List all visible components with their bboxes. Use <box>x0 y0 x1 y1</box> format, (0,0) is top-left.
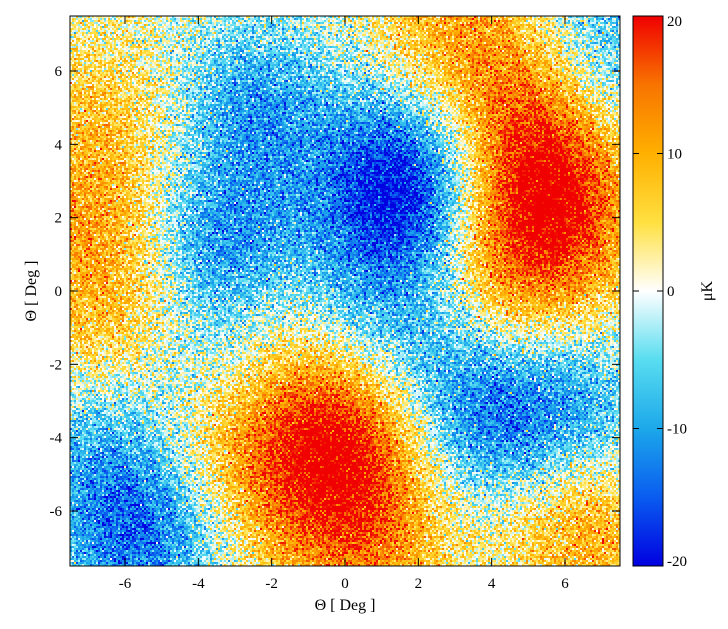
colorbar-tick-label: -20 <box>667 554 687 570</box>
y-tick-label: 0 <box>55 284 63 300</box>
x-tick-label: 6 <box>561 576 569 592</box>
colorbar-ticks: -20 -10 0 10 20 <box>633 14 687 570</box>
colorbar-label: μK <box>699 280 716 301</box>
x-tick-label: 0 <box>341 576 349 592</box>
x-tick-label: 4 <box>488 576 496 592</box>
temperature-map-heatmap <box>70 16 620 566</box>
x-tick-label: -2 <box>265 576 278 592</box>
y-axis-label: Θ [ Deg ] <box>23 261 40 322</box>
x-axis-ticks: -6 -4 -2 0 2 4 6 <box>119 16 569 592</box>
y-tick-label: -4 <box>50 431 63 447</box>
x-tick-label: -6 <box>119 576 132 592</box>
x-tick-label: 2 <box>415 576 423 592</box>
y-tick-label: 2 <box>55 211 63 227</box>
y-tick-label: -6 <box>50 504 63 520</box>
y-axis-ticks: -6 -4 -2 0 2 4 6 <box>50 64 620 520</box>
colorbar-tick-label: 0 <box>667 284 675 300</box>
colorbar-tick-label: 10 <box>667 147 682 163</box>
colorbar-tick-label: -10 <box>667 422 687 438</box>
y-tick-label: 6 <box>55 64 63 80</box>
plot-frame <box>69 15 621 567</box>
y-tick-label: -2 <box>50 357 63 373</box>
y-tick-label: 4 <box>55 137 63 153</box>
colorbar-tick-label: 20 <box>667 14 682 30</box>
x-axis-label: Θ [ Deg ] <box>315 597 376 614</box>
x-tick-label: -4 <box>192 576 205 592</box>
